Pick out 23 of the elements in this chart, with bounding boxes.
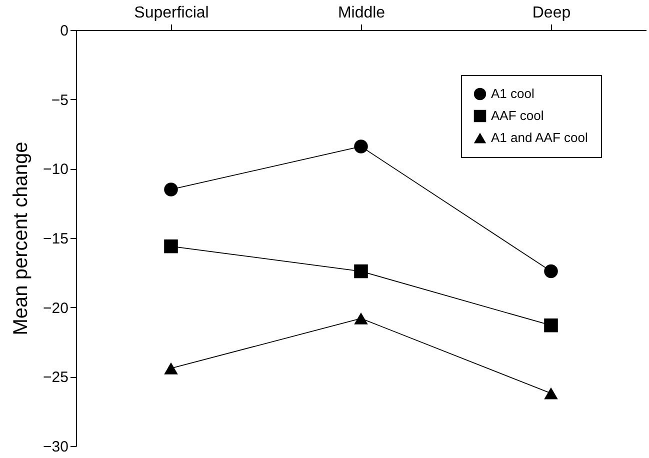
y-tick-label: −15 [43,230,68,248]
point [544,264,558,278]
x-tick-label: Superficial [134,4,209,22]
y-tick-label: −5 [51,92,68,109]
legend-label: A1 cool [491,86,534,101]
y-tick-label: −20 [43,300,68,317]
legend-label: AAF cool [491,108,544,123]
point [164,239,178,254]
x-tick-label: Middle [338,4,386,22]
legend-label: A1 and AAF cool [491,130,588,145]
y-tick-label: −10 [43,161,68,178]
point [354,264,368,278]
point [354,312,368,324]
point [354,140,368,154]
y-tick-label: −30 [43,438,68,456]
y-tick-label: −25 [43,369,68,386]
point [164,182,178,196]
y-tick-label: 0 [60,22,68,40]
point [544,387,558,400]
y-axis-title: Mean percent change [10,142,32,336]
x-tick-label: Deep [532,4,571,22]
point [544,318,558,332]
point [164,362,178,374]
